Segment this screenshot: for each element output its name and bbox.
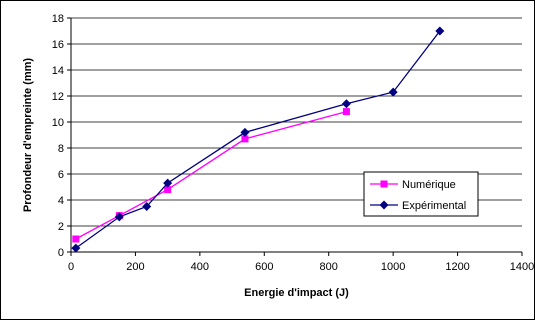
axes <box>67 17 523 256</box>
series-numerique <box>72 108 350 243</box>
data-point <box>142 202 152 211</box>
x-tick-label: 0 <box>68 261 74 273</box>
y-tick-label: 8 <box>58 143 64 155</box>
series-line <box>75 110 347 240</box>
y-tick-label: 10 <box>52 117 64 129</box>
y-axis-title: Profondeur d'empreinte (mm) <box>22 58 34 213</box>
data-point <box>342 108 350 116</box>
legend-box <box>363 171 479 217</box>
x-tick-label: 1200 <box>445 261 469 273</box>
legend-marker <box>379 200 389 210</box>
y-tick-label: 2 <box>58 221 64 233</box>
data-series <box>71 26 445 253</box>
tick-labels: 0 2 4 6 8 10 12 14 16 18 0 200 400 600 800 1000 1200 1400 <box>52 13 534 273</box>
data-point <box>71 243 81 253</box>
legend-label: Expérimental <box>402 200 466 212</box>
y-tick-label: 0 <box>58 247 64 259</box>
x-tick-label: 1000 <box>381 261 405 273</box>
legend-item: Numérique <box>370 179 456 191</box>
y-tick-label: 18 <box>52 13 64 25</box>
data-point <box>435 26 445 36</box>
y-tick-label: 16 <box>52 39 64 51</box>
legend-label: Numérique <box>402 179 456 191</box>
x-tick-label: 1400 <box>510 261 534 273</box>
data-point <box>114 212 124 222</box>
y-tick-label: 6 <box>58 169 64 181</box>
y-tick-label: 12 <box>52 91 64 103</box>
x-tick-label: 200 <box>126 261 144 273</box>
y-tick-label: 14 <box>52 65 64 77</box>
series-experimental <box>71 26 445 253</box>
data-point <box>240 127 250 137</box>
x-axis-title: Energie d'impact (J) <box>244 287 349 299</box>
data-point <box>163 178 173 188</box>
x-tick-label: 800 <box>320 261 338 273</box>
data-point <box>241 135 249 143</box>
x-tick-label: 600 <box>255 261 273 273</box>
grid-lines <box>71 17 522 227</box>
data-point <box>388 87 398 97</box>
y-tick-label: 4 <box>58 195 64 207</box>
data-point <box>164 186 172 194</box>
legend-marker <box>380 180 388 188</box>
data-point <box>72 235 80 243</box>
legend: Numérique Expérimental <box>363 171 479 217</box>
x-tick-label: 400 <box>191 261 209 273</box>
data-point <box>341 99 351 109</box>
legend-item: Expérimental <box>370 200 466 212</box>
series-line <box>75 30 441 249</box>
